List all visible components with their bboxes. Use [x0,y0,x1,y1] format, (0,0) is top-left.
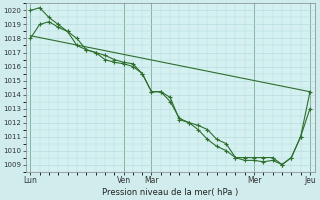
X-axis label: Pression niveau de la mer( hPa ): Pression niveau de la mer( hPa ) [102,188,238,197]
